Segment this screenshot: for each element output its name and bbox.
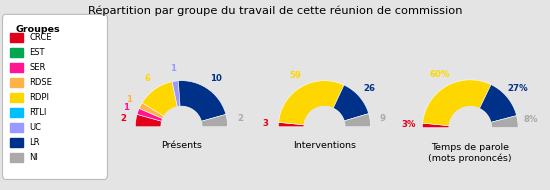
Bar [10, 108, 23, 117]
Text: 9: 9 [380, 114, 386, 123]
Text: 10: 10 [210, 74, 222, 83]
Polygon shape [137, 108, 163, 121]
Text: Temps de parole
(mots prononcés): Temps de parole (mots prononcés) [428, 143, 512, 163]
Bar [10, 153, 23, 162]
Polygon shape [333, 85, 369, 121]
Polygon shape [279, 81, 344, 125]
Text: 60%: 60% [430, 70, 450, 79]
Text: 1: 1 [126, 95, 132, 104]
Polygon shape [480, 85, 516, 122]
Text: RDPI: RDPI [29, 93, 50, 102]
Text: 3: 3 [262, 120, 268, 128]
Bar [10, 63, 23, 72]
Text: 27%: 27% [507, 84, 528, 93]
Polygon shape [422, 123, 449, 128]
Text: NI: NI [29, 153, 38, 162]
Bar [10, 33, 23, 42]
Bar [10, 123, 23, 132]
Polygon shape [274, 127, 375, 138]
Polygon shape [278, 122, 304, 127]
Text: 1: 1 [170, 64, 177, 73]
Text: 59: 59 [289, 71, 301, 80]
Polygon shape [135, 114, 162, 127]
Polygon shape [344, 114, 371, 127]
Polygon shape [131, 127, 232, 138]
Text: 3%: 3% [402, 120, 416, 129]
Text: SER: SER [29, 63, 46, 72]
Text: Groupes: Groupes [15, 25, 60, 34]
Text: RDSE: RDSE [29, 78, 52, 87]
Text: Présents: Présents [161, 141, 202, 150]
Polygon shape [142, 82, 177, 116]
Polygon shape [178, 81, 226, 121]
Bar [10, 93, 23, 102]
Text: EST: EST [29, 48, 45, 57]
Polygon shape [417, 128, 523, 140]
Polygon shape [449, 107, 491, 128]
Text: 6: 6 [145, 74, 151, 83]
Polygon shape [491, 116, 518, 128]
Text: Répartition par groupe du travail de cette réunion de commission: Répartition par groupe du travail de cet… [88, 6, 462, 16]
Text: UC: UC [29, 123, 41, 132]
Text: 2: 2 [237, 114, 243, 123]
Bar [10, 78, 23, 87]
Text: 26: 26 [363, 84, 375, 93]
Polygon shape [201, 114, 228, 127]
Text: LR: LR [29, 138, 40, 147]
Bar [10, 138, 23, 147]
Text: 8%: 8% [524, 115, 538, 124]
Polygon shape [304, 107, 345, 127]
Polygon shape [139, 103, 164, 119]
Text: 1: 1 [123, 103, 129, 112]
Polygon shape [172, 81, 180, 107]
FancyBboxPatch shape [3, 14, 107, 180]
Text: RTLI: RTLI [29, 108, 47, 117]
Text: Interventions: Interventions [293, 141, 356, 150]
Polygon shape [422, 80, 491, 126]
Bar [10, 48, 23, 57]
Polygon shape [161, 107, 202, 127]
Text: 2: 2 [120, 114, 126, 123]
Text: CRCE: CRCE [29, 33, 52, 42]
